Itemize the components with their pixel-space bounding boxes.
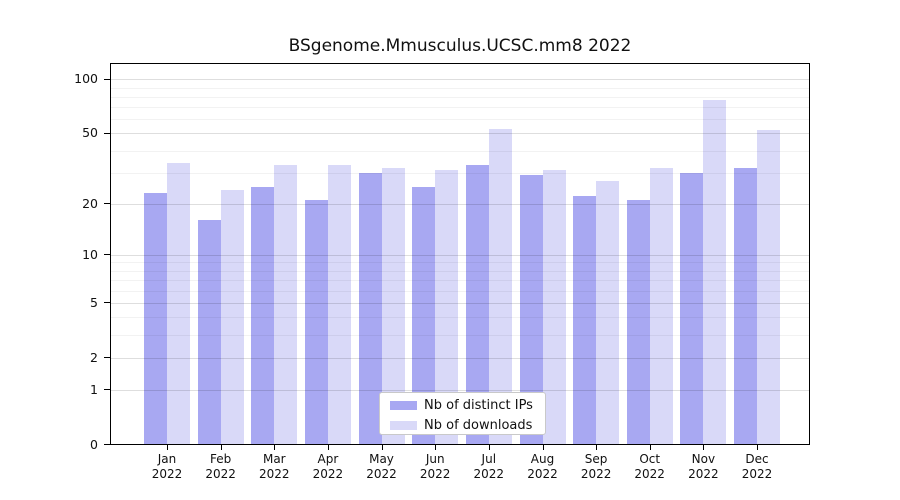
x-tick-mark-aug [542,445,544,450]
gridline-minor-8 [111,270,809,272]
x-tick-label-apr: Apr 2022 [312,452,344,481]
bar-distinct-ips-nov [680,172,704,444]
x-tick-mark-may [381,445,383,450]
bar-downloads-apr [327,165,351,444]
gridline-minor-3 [111,334,809,336]
y-tick-label-20: 20 [82,195,98,211]
bar-downloads-mar [274,165,298,444]
y-tick-label-0: 0 [90,436,98,452]
y-tick-label-10: 10 [82,246,98,262]
bar-downloads-oct [649,167,673,444]
gridline-minor-70 [111,107,809,109]
x-tick-label-oct: Oct 2022 [634,452,665,481]
gridline-major-50 [111,133,809,135]
bar-distinct-ips-jun [412,186,436,444]
y-tick-label-2: 2 [90,349,98,365]
gridline-minor-60 [111,119,809,121]
gridline-minor-7 [111,279,809,281]
y-tick-label-5: 5 [90,294,98,310]
x-tick-mark-sep [596,445,598,450]
y-tick-mark-5 [104,302,110,304]
legend-label-downloads: Nb of downloads [424,418,533,433]
x-tick-mark-apr [327,445,329,450]
x-tick-mark-nov [703,445,705,450]
bar-distinct-ips-mar [251,186,275,444]
bar-downloads-dec [757,130,780,444]
y-tick-mark-50 [104,132,110,134]
x-tick-mark-jul [488,445,490,450]
gridline-major-2 [111,357,809,359]
plot-area [110,63,810,445]
x-tick-label-jan: Jan 2022 [151,452,183,481]
chart-title: BSgenome.Mmusculus.UCSC.mm8 2022 [288,36,632,56]
x-tick-label-nov: Nov 2022 [688,452,719,481]
legend-item-downloads: Nb of downloads [390,417,545,434]
gridline-minor-6 [111,290,809,292]
bar-distinct-ips-dec [734,167,757,444]
x-tick-mark-oct [649,445,651,450]
bar-downloads-feb [220,189,244,444]
legend: Nb of distinct IPs Nb of downloads [379,392,546,435]
y-tick-mark-100 [104,78,110,80]
x-tick-label-aug: Aug 2022 [527,452,558,481]
bar-distinct-ips-may [358,172,382,444]
gridline-major-5 [111,302,809,304]
gridline-major-10 [111,254,809,256]
gridline-minor-4 [111,317,809,319]
bar-downloads-jul [488,128,512,444]
y-tick-label-1: 1 [90,381,98,397]
bar-distinct-ips-oct [626,199,650,444]
y-tick-mark-20 [104,203,110,204]
bar-distinct-ips-jul [465,165,489,444]
bar-downloads-aug [542,170,566,444]
bar-downloads-nov [703,99,727,444]
legend-item-distinct-ips: Nb of distinct IPs [390,397,545,414]
bar-distinct-ips-apr [304,199,328,444]
bar-distinct-ips-aug [519,175,543,444]
x-tick-label-sep: Sep 2022 [580,452,612,481]
y-tick-label-100: 100 [74,71,98,87]
x-tick-mark-jun [435,445,437,450]
x-tick-mark-dec [757,445,758,450]
legend-swatch-distinct-ips [390,401,417,410]
gridline-major-1 [111,389,809,391]
bar-downloads-sep [596,180,620,444]
x-tick-mark-feb [220,445,222,450]
x-tick-label-mar: Mar 2022 [259,452,290,481]
x-tick-label-jun: Jun 2022 [419,452,451,481]
y-tick-label-50: 50 [82,125,98,141]
legend-label-distinct-ips: Nb of distinct IPs [424,398,533,413]
gridline-major-100 [111,79,809,81]
bar-distinct-ips-feb [197,220,221,444]
x-tick-label-feb: Feb 2022 [205,452,236,481]
y-tick-mark-10 [104,254,110,256]
bar-distinct-ips-jan [144,193,167,444]
gridline-minor-40 [111,150,809,152]
y-tick-mark-2 [104,357,110,358]
x-tick-mark-mar [274,445,276,450]
x-tick-mark-jan [167,445,168,450]
gridline-minor-80 [111,96,809,98]
x-tick-label-may: May 2022 [366,452,397,481]
x-tick-label-jul: Jul 2022 [473,452,505,481]
gridline-major-20 [111,203,809,205]
gridline-minor-9 [111,262,809,264]
y-tick-mark-0 [104,444,110,445]
legend-swatch-downloads [390,421,417,430]
bar-downloads-jan [167,163,190,444]
x-tick-label-dec: Dec 2022 [741,452,773,481]
bar-downloads-jun [435,170,459,444]
bar-downloads-may [381,167,405,444]
bar-distinct-ips-sep [573,196,597,444]
gridline-minor-30 [111,172,809,174]
y-tick-mark-1 [104,389,110,391]
gridline-minor-90 [111,87,809,89]
